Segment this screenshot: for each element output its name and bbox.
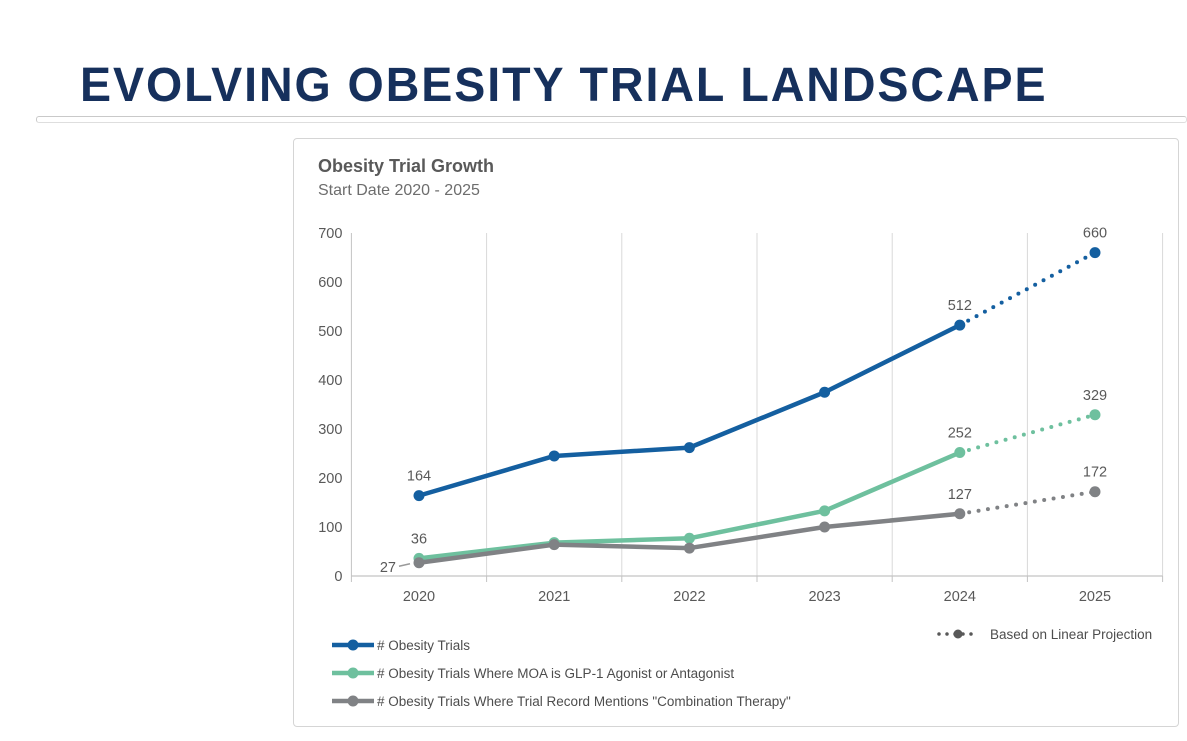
projection-legend-label: Based on Linear Projection (990, 626, 1153, 642)
svg-text:2022: 2022 (673, 589, 705, 605)
legend-line-marker-icon (331, 638, 375, 652)
legend-label: # Obesity Trials (377, 637, 471, 653)
svg-text:329: 329 (1083, 388, 1107, 404)
svg-text:164: 164 (407, 469, 431, 485)
svg-text:500: 500 (318, 324, 342, 340)
svg-text:252: 252 (948, 426, 972, 442)
chart-panel: 0 100 200 300 400 500 600 700 2020 2021 2022 2023 20… (293, 138, 1179, 727)
legend-item-combination-therapy: # Obesity Trials Where Trial Record Ment… (331, 691, 791, 711)
svg-text:2020: 2020 (403, 589, 435, 605)
legend-item-glp1: # Obesity Trials Where MOA is GLP-1 Agon… (331, 663, 791, 683)
svg-text:0: 0 (334, 569, 342, 585)
legend-line-marker-icon (331, 694, 375, 708)
svg-text:172: 172 (1083, 465, 1107, 481)
legend-item-obesity-trials: # Obesity Trials (331, 635, 791, 655)
svg-text:600: 600 (318, 275, 342, 291)
svg-text:300: 300 (318, 422, 342, 438)
svg-text:660: 660 (1083, 226, 1107, 242)
legend-label: # Obesity Trials Where MOA is GLP-1 Agon… (377, 665, 735, 681)
svg-text:36: 36 (411, 531, 427, 547)
legend-label: # Obesity Trials Where Trial Record Ment… (377, 693, 791, 709)
chart-plot: 0 100 200 300 400 500 600 700 2020 2021 2022 2023 20… (318, 226, 1164, 605)
legend-line-marker-icon (331, 666, 375, 680)
dotted-line-marker-icon (936, 627, 980, 641)
svg-text:100: 100 (318, 520, 342, 536)
chart-header: Obesity Trial Growth Start Date 2020 - 2… (318, 153, 494, 203)
title-divider (36, 116, 1187, 123)
svg-text:200: 200 (318, 471, 342, 487)
svg-text:400: 400 (318, 373, 342, 389)
svg-text:2025: 2025 (1079, 589, 1111, 605)
svg-text:512: 512 (948, 298, 972, 314)
chart-title: Obesity Trial Growth (318, 156, 495, 176)
chart-legend: # Obesity Trials # Obesity Trials Where … (331, 635, 791, 711)
svg-text:127: 127 (948, 487, 972, 503)
page-title: EVOLVING OBESITY TRIAL LANDSCAPE (80, 59, 1048, 112)
chart-subtitle: Start Date 2020 - 2025 (318, 182, 480, 199)
projection-legend: Based on Linear Projection (936, 624, 1152, 644)
svg-text:2024: 2024 (944, 589, 976, 605)
svg-text:700: 700 (318, 226, 342, 242)
svg-text:27: 27 (380, 560, 396, 576)
svg-text:2021: 2021 (538, 589, 570, 605)
svg-text:2023: 2023 (808, 589, 840, 605)
